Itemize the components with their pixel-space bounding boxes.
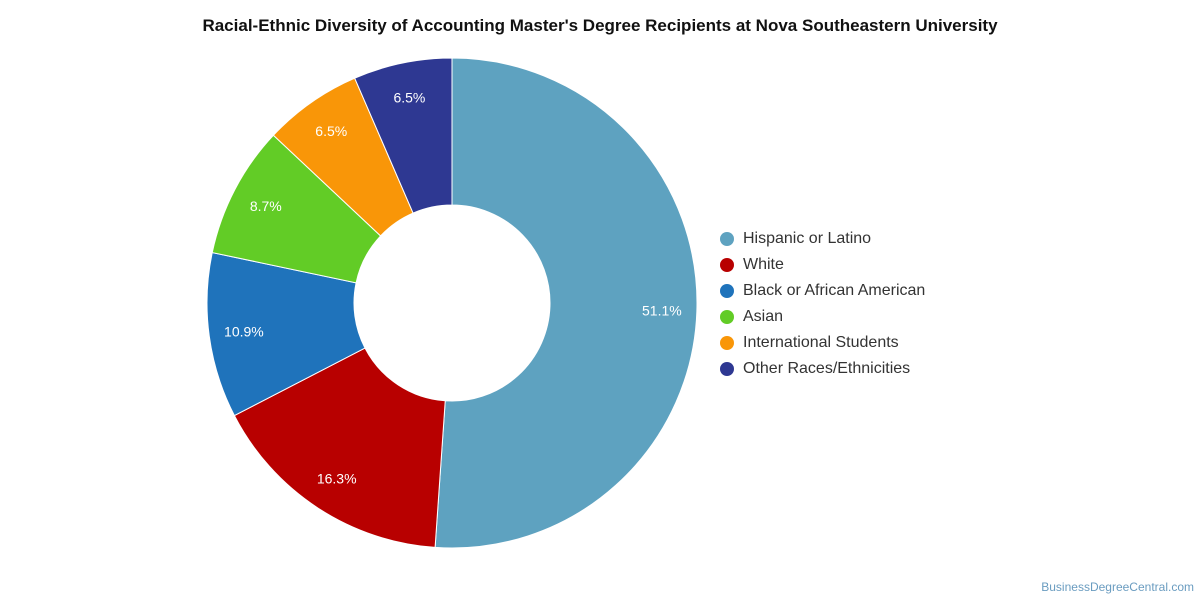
- data-label: 6.5%: [315, 123, 347, 139]
- legend-item[interactable]: Hispanic or Latino: [720, 226, 925, 252]
- legend-swatch: [720, 284, 734, 298]
- legend-label: Black or African American: [743, 282, 926, 299]
- data-label: 6.5%: [393, 89, 425, 105]
- legend-swatch: [720, 310, 734, 324]
- legend-label: White: [743, 256, 784, 273]
- legend-label: Hispanic or Latino: [743, 230, 872, 247]
- legend-swatch: [720, 258, 734, 272]
- legend-item[interactable]: Other Races/Ethnicities: [720, 356, 925, 382]
- pie-slice: [354, 57, 453, 214]
- data-label: 16.3%: [317, 471, 357, 487]
- legend-swatch: [720, 232, 734, 246]
- legend-label: International Students: [743, 334, 899, 351]
- legend: Hispanic or Latino White Black or African …: [720, 226, 925, 382]
- legend-item[interactable]: International Students: [720, 330, 925, 356]
- source-credit[interactable]: BusinessDegreeCentral.com: [1041, 580, 1194, 594]
- legend-item[interactable]: Asian: [720, 304, 925, 330]
- legend-item[interactable]: White: [720, 252, 925, 278]
- data-label: 51.1%: [642, 302, 682, 318]
- legend-label: Other Races/Ethnicities: [743, 360, 911, 377]
- legend-swatch: [720, 336, 734, 350]
- legend-label: Asian: [743, 308, 784, 325]
- pie-slice: [434, 57, 698, 549]
- legend-swatch: [720, 362, 734, 376]
- legend-item[interactable]: Black or African American: [720, 278, 925, 304]
- chart-title: Racial-Ethnic Diversity of Accounting Ma…: [202, 16, 998, 35]
- data-label: 10.9%: [224, 323, 264, 339]
- data-label: 8.7%: [250, 198, 282, 214]
- pie-slice: [233, 347, 446, 548]
